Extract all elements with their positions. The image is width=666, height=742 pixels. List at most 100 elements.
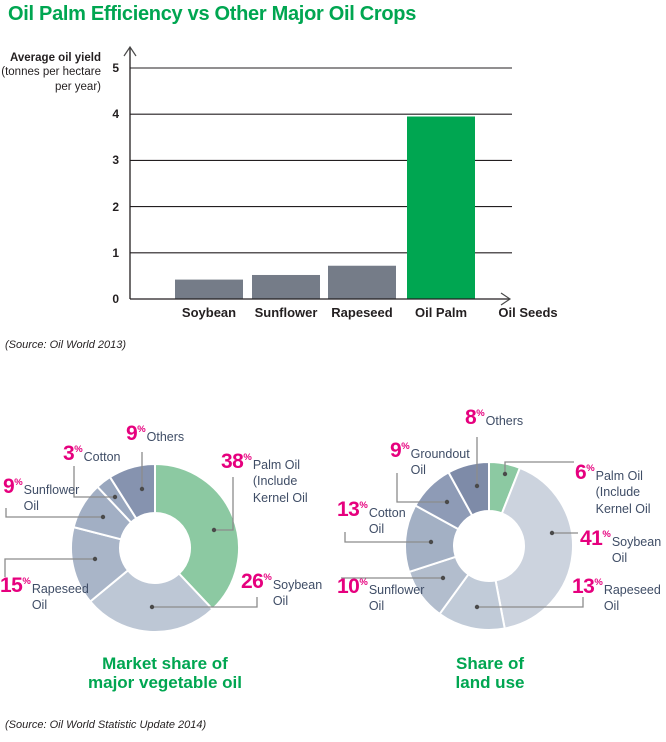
slice-label-cotton-1: 13% Cotton Oil (337, 499, 406, 538)
leader-dot-palm (211, 527, 217, 533)
leader-dot-soybean (149, 604, 155, 610)
slice-value: 9 (126, 422, 138, 445)
bar-label-rapeseed: Rapeseed (331, 305, 393, 320)
slice-name: Others (146, 430, 185, 444)
slice-label-others-1: 8% Others (465, 407, 523, 429)
slice-value: 13 (337, 498, 360, 521)
leader-dot-sunflower (100, 514, 106, 520)
donut-slice-soybean (89, 569, 214, 633)
slice-label-groundout-1: 9% Groundout Oil (390, 440, 470, 479)
slice-label-soybean-0: 26% Soybean Oil (241, 571, 322, 610)
leader-dot-rapeseed (92, 556, 98, 562)
bar-sunflower (252, 274, 320, 299)
tick-label-5: 5 (112, 61, 119, 75)
slice-value: 38 (221, 450, 244, 473)
percent-sign: % (602, 529, 611, 540)
leader-dot-sunflower (440, 575, 446, 581)
percent-sign: % (359, 577, 368, 588)
slice-label-sunflower-0: 9% Sunflower Oil (3, 476, 79, 515)
slice-label-soybean-1: 41% Soybean Oil (580, 528, 661, 567)
slice-label-sunflower-1: 10% Sunflower Oil (337, 576, 424, 615)
x-axis-end-label: Oil Seeds (498, 305, 558, 320)
leader-dot-others (139, 486, 145, 492)
y-axis-title: Average oil yield (tonnes per hectare pe… (0, 51, 101, 94)
leader-line-rapeseed (477, 597, 584, 608)
slice-name: Cotton Oil (368, 506, 406, 537)
slice-name: Cotton (83, 450, 121, 464)
slice-value: 15 (0, 574, 23, 597)
slice-label-others-0: 9% Others (126, 423, 184, 445)
slice-value: 3 (63, 442, 75, 465)
slice-value: 6 (575, 461, 587, 484)
slice-value: 26 (241, 570, 264, 593)
bar-soybean (175, 279, 243, 299)
leader-dot-others (474, 483, 480, 489)
page-title: Oil Palm Efficiency vs Other Major Oil C… (8, 3, 417, 25)
bar-rapeseed (328, 265, 396, 299)
caption-market-share: Market share of major vegetable oil (88, 654, 242, 693)
slice-value: 41 (580, 527, 603, 550)
slice-label-palm-0: 38% Palm Oil (Include Kernel Oil (221, 451, 308, 506)
slice-value: 10 (337, 575, 360, 598)
bar-label-sunflower: Sunflower (254, 305, 318, 320)
y-axis-arrow-icon (123, 45, 137, 57)
percent-sign: % (243, 452, 252, 463)
donut-slice-rapeseed (438, 573, 506, 631)
slice-value: 8 (465, 406, 477, 429)
percent-sign: % (137, 424, 146, 435)
slice-label-palm-1: 6% Palm Oil (Include Kernel Oil (575, 462, 651, 517)
donut-slice-palm (488, 461, 521, 515)
slice-name: Rapeseed Oil (31, 582, 89, 613)
tick-label-3: 3 (112, 153, 119, 168)
percent-sign: % (401, 441, 410, 452)
leader-line-cotton (73, 466, 115, 498)
donut-slice-groundout (414, 471, 474, 531)
slice-name: Soybean Oil (272, 578, 323, 609)
bar-label-oil-palm: Oil Palm (414, 305, 468, 320)
source-donuts: (Source: Oil World Statistic Update 2014… (5, 719, 207, 731)
donut-slice-cotton (96, 476, 138, 524)
leader-dot-groundout (444, 499, 450, 505)
percent-sign: % (359, 500, 368, 511)
tick-label-4: 4 (112, 107, 119, 122)
slice-name: Sunflower Oil (23, 483, 80, 514)
slice-name: Soybean Oil (611, 535, 662, 566)
slice-name: Rapeseed Oil (603, 583, 661, 614)
slice-label-cotton-0: 3% Cotton (63, 443, 120, 465)
y-axis-title-line1: Average oil yield (10, 52, 101, 64)
percent-sign: % (586, 463, 595, 474)
percent-sign: % (74, 444, 83, 455)
source-bar-chart: (Source: Oil World 2013) (5, 339, 127, 351)
percent-sign: % (594, 577, 603, 588)
x-axis-arrow-icon (500, 292, 512, 306)
leader-dot-cotton (112, 494, 118, 500)
donut-slice-cotton (404, 504, 460, 573)
slice-name: Others (485, 414, 524, 428)
slice-name: Groundout Oil (410, 447, 470, 478)
slice-name: Sunflower Oil (368, 583, 425, 614)
leader-line-palm (504, 461, 574, 474)
tick-label-0: 0 (112, 292, 119, 306)
bar-oil-palm (407, 116, 475, 299)
percent-sign: % (22, 576, 31, 587)
leader-dot-palm (502, 471, 508, 477)
slice-value: 13 (572, 575, 595, 598)
slice-label-rapeseed-1: 13% Rapeseed Oil (572, 576, 661, 615)
percent-sign: % (263, 572, 272, 583)
leader-dot-soybean (549, 530, 555, 536)
donut-slice-soybean (494, 466, 574, 630)
leader-dot-rapeseed (474, 604, 480, 610)
y-axis-title-line3: per year) (54, 80, 101, 93)
donut-slice-sunflower (72, 485, 133, 541)
percent-sign: % (476, 408, 485, 419)
y-axis-title-line2: (tonnes per hectare (1, 66, 101, 79)
slice-value: 9 (390, 439, 402, 462)
slice-name: Palm Oil (Include Kernel Oil (595, 469, 651, 516)
leader-dot-cotton (428, 539, 434, 545)
slice-value: 9 (3, 475, 15, 498)
tick-label-1: 1 (112, 245, 119, 260)
caption-land-use: Share of land use (455, 654, 525, 693)
slice-name: Palm Oil (Include Kernel Oil (252, 458, 308, 505)
tick-label-2: 2 (112, 199, 119, 214)
